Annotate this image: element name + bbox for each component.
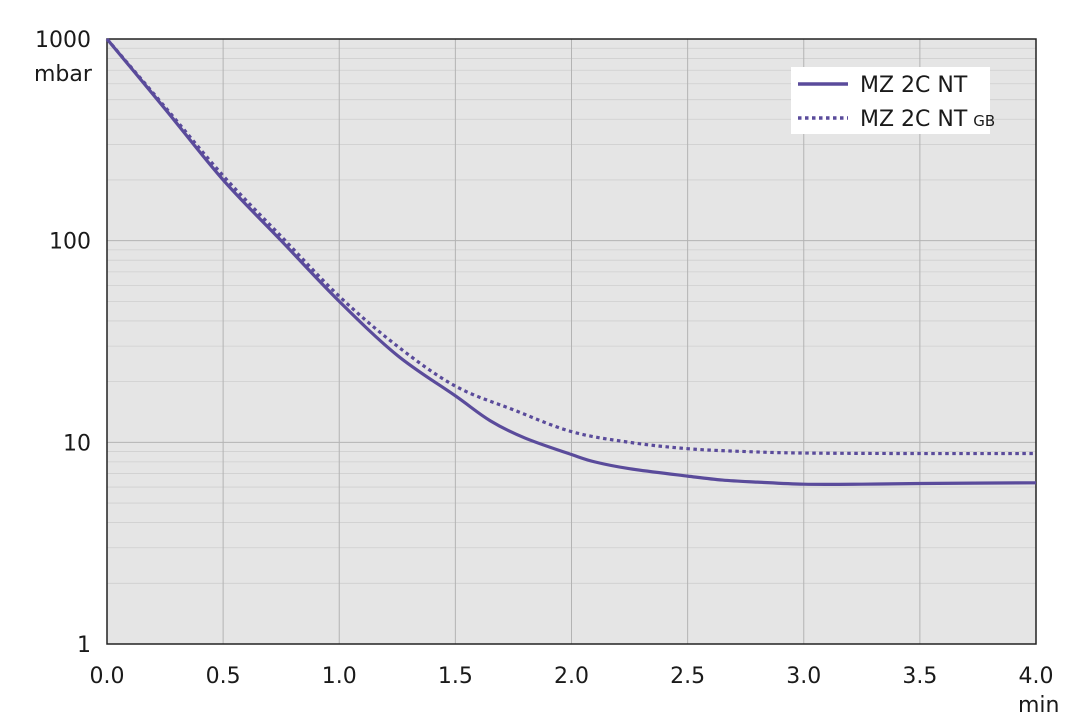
legend: MZ 2C NT MZ 2C NT GB bbox=[791, 67, 995, 134]
y-unit-label: mbar bbox=[34, 62, 93, 87]
x-tick-label: 4.0 bbox=[1019, 664, 1054, 689]
legend-label-series-2-name: MZ 2C NT bbox=[860, 107, 968, 132]
series-group bbox=[105, 37, 1037, 486]
legend-label-series-2: MZ 2C NT GB bbox=[860, 107, 995, 132]
y-tick-label: 1 bbox=[77, 633, 91, 658]
x-tick-label: 0.5 bbox=[206, 664, 241, 689]
series-line-2-dotted bbox=[105, 37, 1037, 456]
legend-label-series-1: MZ 2C NT bbox=[860, 73, 968, 98]
legend-box bbox=[791, 67, 990, 134]
y-tick-label: 1000 bbox=[35, 28, 91, 53]
x-tick-label: 1.0 bbox=[322, 664, 357, 689]
y-tick-labels: 1 10 100 1000 bbox=[35, 28, 91, 658]
x-tick-labels: 0.0 0.5 1.0 1.5 2.0 2.5 3.0 3.5 4.0 bbox=[90, 664, 1054, 689]
x-tick-label: 2.0 bbox=[554, 664, 589, 689]
x-tick-label: 0.0 bbox=[90, 664, 125, 689]
x-unit-label: min bbox=[1018, 693, 1060, 718]
x-tick-label: 3.5 bbox=[902, 664, 937, 689]
x-tick-label: 2.5 bbox=[670, 664, 705, 689]
y-tick-label: 10 bbox=[63, 431, 91, 456]
legend-label-series-2-suffix: GB bbox=[973, 112, 995, 130]
series-line-1-solid bbox=[105, 37, 1037, 486]
plot-border bbox=[106, 38, 1037, 645]
x-tick-label: 1.5 bbox=[438, 664, 473, 689]
legend-label-series-1-name: MZ 2C NT bbox=[860, 73, 968, 98]
y-tick-label: 100 bbox=[49, 230, 91, 255]
x-tick-label: 3.0 bbox=[786, 664, 821, 689]
